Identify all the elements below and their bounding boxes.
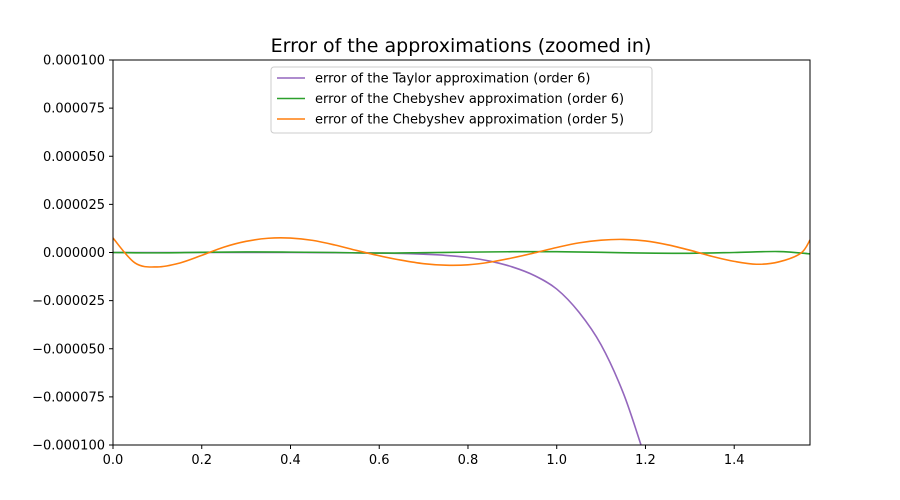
legend-label: error of the Chebyshev approximation (or… [315,92,624,107]
x-tick-label: 0.2 [191,453,212,468]
y-tick-label: 0.000100 [43,54,105,69]
y-tick-label: 0.000050 [43,150,105,165]
x-tick-label: 1.0 [546,453,567,468]
legend-label: error of the Taylor approximation (order… [315,72,591,87]
series-line-3 [113,237,810,268]
y-axis: 0.000100 0.000075 0.000050 0.000025 0.000000… [32,54,113,454]
x-tick-label: 0.8 [458,453,479,468]
x-tick-label: 0.0 [103,453,124,468]
x-axis: 0.0 0.2 0.4 0.6 0.8 1.0 1.2 1.4 [103,445,745,468]
y-tick-label: −0.000050 [32,342,105,357]
legend-label: error of the Chebyshev approximation (or… [315,113,624,128]
x-tick-label: 1.2 [635,453,656,468]
y-tick-label: 0.000025 [43,198,105,213]
x-tick-label: 0.6 [369,453,390,468]
y-tick-label: −0.000100 [32,439,105,454]
x-tick-label: 0.4 [280,453,301,468]
chart-title: Error of the approximations (zoomed in) [271,35,652,57]
y-tick-label: −0.000025 [32,294,105,309]
x-tick-label: 1.4 [724,453,745,468]
legend: error of the Taylor approximation (order… [270,66,653,134]
y-tick-label: 0.000000 [43,246,105,261]
y-tick-label: −0.000075 [32,390,105,405]
legend-box [270,66,653,134]
series-layer [113,237,810,445]
y-tick-label: 0.000075 [43,102,105,117]
